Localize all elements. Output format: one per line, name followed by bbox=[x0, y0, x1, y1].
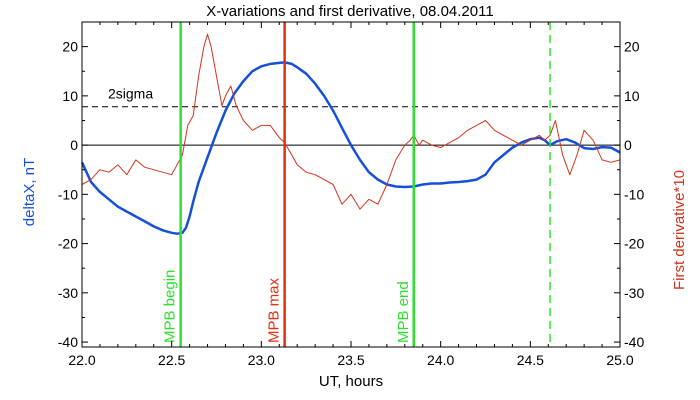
y-tick-label-right: 0 bbox=[624, 137, 632, 153]
y-tick-label-right: -10 bbox=[624, 186, 644, 202]
sigma-label: 2sigma bbox=[108, 86, 153, 102]
marker-label: MPB max bbox=[266, 277, 283, 343]
y-axis-label-right: First derivative*10 bbox=[671, 170, 688, 290]
y-tick-label-right: -20 bbox=[624, 236, 644, 252]
y-tick-label: -30 bbox=[58, 285, 78, 301]
y-tick-label: -20 bbox=[58, 236, 78, 252]
plot-frame bbox=[81, 21, 621, 348]
chart-title: X-variations and first derivative, 08.04… bbox=[206, 3, 493, 20]
y-tick-label: 20 bbox=[62, 39, 78, 55]
y-tick-label-right: -30 bbox=[624, 285, 644, 301]
plot-area: 2sigma MPB begin MPB max MPB end 20 20 10 10 0 0 -… bbox=[58, 21, 644, 368]
marker-label: MPB begin bbox=[162, 270, 179, 343]
x-tick-label: 23.5 bbox=[337, 352, 364, 368]
x-tick-label: 22.5 bbox=[158, 352, 185, 368]
x-tick-label: 24.0 bbox=[427, 352, 454, 368]
y-tick-label: -40 bbox=[58, 334, 78, 350]
y-tick-label-right: 20 bbox=[624, 39, 640, 55]
x-axis-label: UT, hours bbox=[319, 373, 383, 390]
y-tick-label: 0 bbox=[70, 137, 78, 153]
y-tick-label-right: -40 bbox=[624, 334, 644, 350]
x-tick-label: 23.0 bbox=[248, 352, 275, 368]
marker-label: MPB end bbox=[395, 281, 412, 343]
x-tick-label: 25.0 bbox=[606, 352, 633, 368]
x-tick-label: 24.5 bbox=[517, 352, 544, 368]
x-tick-label: 22.0 bbox=[68, 352, 95, 368]
y-axis-label-left: deltaX, nT bbox=[21, 158, 38, 226]
y-tick-label: -10 bbox=[58, 186, 78, 202]
y-tick-label-right: 10 bbox=[624, 88, 640, 104]
y-tick-label: 10 bbox=[62, 88, 78, 104]
